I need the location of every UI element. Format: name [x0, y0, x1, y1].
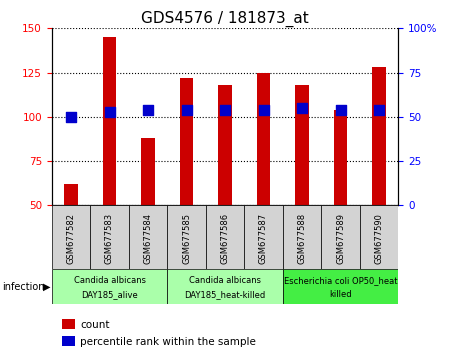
Bar — [90, 205, 129, 269]
Text: DAY185_alive: DAY185_alive — [81, 290, 138, 299]
Bar — [103, 37, 116, 205]
Bar — [257, 73, 270, 205]
Text: GSM677589: GSM677589 — [336, 213, 345, 264]
Bar — [321, 205, 360, 269]
Point — [183, 107, 190, 113]
Bar — [167, 269, 283, 304]
Text: count: count — [81, 320, 110, 330]
Bar — [218, 85, 232, 205]
Bar — [129, 205, 167, 269]
Point — [68, 114, 75, 120]
Point — [298, 105, 306, 111]
Text: GSM677588: GSM677588 — [297, 213, 306, 264]
Text: GSM677587: GSM677587 — [259, 213, 268, 264]
Point — [221, 107, 229, 113]
Text: Candida albicans: Candida albicans — [189, 276, 261, 285]
Text: GSM677585: GSM677585 — [182, 213, 191, 264]
Bar — [372, 67, 386, 205]
Point — [106, 109, 113, 114]
Bar — [167, 205, 206, 269]
Bar — [64, 184, 78, 205]
Point — [144, 107, 152, 113]
Text: GSM677584: GSM677584 — [144, 213, 153, 264]
Bar — [206, 205, 244, 269]
Text: Escherichia coli OP50_heat: Escherichia coli OP50_heat — [284, 276, 397, 285]
Point — [337, 107, 344, 113]
Bar — [360, 205, 398, 269]
Text: GSM677583: GSM677583 — [105, 213, 114, 264]
Bar — [334, 110, 347, 205]
Text: infection: infection — [2, 282, 45, 292]
Text: percentile rank within the sample: percentile rank within the sample — [81, 337, 256, 347]
Bar — [295, 85, 309, 205]
Text: GSM677582: GSM677582 — [67, 213, 76, 264]
Text: Candida albicans: Candida albicans — [73, 276, 145, 285]
Text: ▶: ▶ — [43, 282, 51, 292]
Bar — [62, 319, 75, 329]
Title: GDS4576 / 181873_at: GDS4576 / 181873_at — [141, 11, 309, 27]
Bar — [180, 78, 193, 205]
Bar — [244, 205, 283, 269]
Bar — [141, 138, 155, 205]
Bar — [52, 205, 90, 269]
Bar — [283, 205, 321, 269]
Text: DAY185_heat-killed: DAY185_heat-killed — [184, 290, 266, 299]
Bar — [62, 336, 75, 346]
Bar — [283, 269, 398, 304]
Bar — [52, 269, 167, 304]
Text: GSM677590: GSM677590 — [374, 213, 383, 264]
Text: GSM677586: GSM677586 — [220, 213, 230, 264]
Point — [375, 107, 382, 113]
Text: killed: killed — [329, 290, 352, 299]
Point — [260, 107, 267, 113]
